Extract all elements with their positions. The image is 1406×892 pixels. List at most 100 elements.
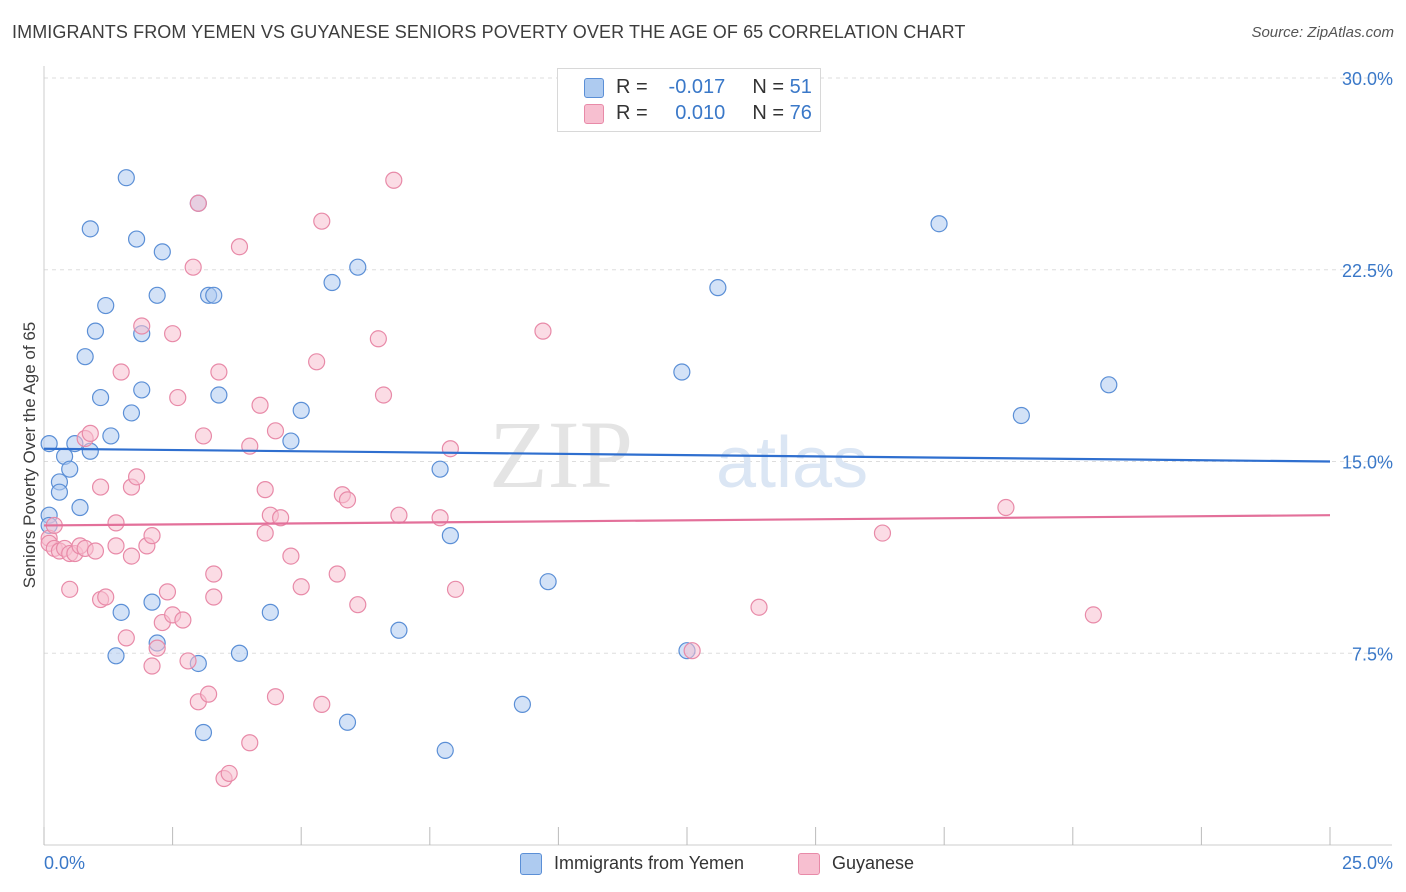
bottom-legend-label-yemen: Immigrants from Yemen (554, 853, 745, 873)
point-guyanese (133, 317, 151, 335)
point-yemen (148, 286, 166, 304)
point-yemen (61, 460, 79, 478)
point-guyanese (174, 611, 192, 629)
point-yemen (1012, 406, 1030, 425)
legend-swatch-yemen (584, 78, 604, 98)
y-tick-label: 15.0% (1342, 453, 1393, 473)
point-guyanese (179, 652, 197, 670)
bottom-legend-swatch-yemen (520, 853, 542, 875)
point-yemen (86, 322, 105, 340)
point-guyanese (328, 565, 346, 583)
point-guyanese (256, 524, 274, 542)
legend-n-label: N = (752, 102, 785, 124)
bottom-legend-label-guyanese: Guyanese (832, 853, 915, 873)
point-guyanese (61, 580, 79, 598)
point-yemen (673, 363, 691, 381)
point-yemen (112, 603, 130, 621)
point-guyanese (349, 596, 367, 614)
point-guyanese (313, 212, 331, 230)
point-guyanese (873, 524, 892, 542)
point-guyanese (143, 657, 161, 675)
point-yemen (390, 621, 408, 639)
point-yemen (76, 348, 94, 366)
trend-lines (43, 447, 1331, 527)
point-yemen (91, 388, 110, 407)
legend-n-value-yemen: 51 (789, 76, 812, 98)
point-guyanese (750, 598, 768, 616)
bottom-legend-swatch-guyanese (798, 853, 820, 875)
point-guyanese (205, 565, 223, 583)
legend-r-value-yemen: -0.017 (668, 76, 726, 98)
point-guyanese (272, 509, 290, 527)
point-guyanese (117, 629, 135, 647)
point-yemen (97, 296, 115, 315)
point-guyanese (205, 588, 223, 606)
point-guyanese (256, 481, 274, 499)
point-guyanese (194, 427, 213, 445)
point-guyanese (385, 171, 403, 189)
point-guyanese (683, 642, 701, 660)
point-yemen (230, 644, 249, 662)
point-guyanese (534, 322, 552, 340)
point-guyanese (91, 478, 110, 496)
point-guyanese (266, 422, 285, 440)
legend-r-label: R = (616, 102, 648, 124)
point-guyanese (107, 514, 125, 532)
point-guyanese (313, 695, 331, 713)
point-guyanese (169, 388, 187, 407)
point-guyanese (200, 685, 218, 703)
point-guyanese (164, 325, 182, 343)
point-guyanese (390, 506, 408, 524)
point-guyanese (81, 424, 99, 442)
point-yemen (436, 741, 454, 760)
point-guyanese (241, 734, 259, 752)
point-yemen (81, 220, 99, 238)
legend-n-label: N = (752, 76, 785, 98)
point-yemen (292, 401, 310, 419)
point-yemen (143, 593, 161, 611)
point-yemen (117, 169, 135, 187)
point-guyanese (292, 578, 310, 596)
point-guyanese (158, 583, 177, 601)
point-guyanese (122, 547, 141, 565)
source-credit: Source: ZipAtlas.com (1251, 24, 1394, 41)
point-yemen (127, 230, 146, 248)
point-yemen (441, 527, 459, 545)
point-guyanese (143, 527, 161, 545)
point-guyanese (127, 468, 146, 486)
point-guyanese (220, 764, 238, 783)
legend-r-label: R = (616, 76, 648, 98)
point-guyanese (308, 353, 326, 371)
point-guyanese (441, 440, 459, 458)
point-guyanese (251, 396, 269, 414)
point-guyanese (107, 537, 125, 555)
point-yemen (539, 573, 557, 591)
point-guyanese (112, 363, 130, 381)
point-yemen (107, 647, 125, 665)
axes (43, 66, 1392, 846)
x-tick-label-min: 0.0% (44, 853, 85, 873)
point-yemen (40, 435, 58, 453)
point-guyanese (338, 491, 357, 509)
legend-n-value-guyanese: 76 (789, 102, 812, 124)
point-yemen (122, 404, 141, 422)
point-guyanese (184, 258, 202, 276)
point-guyanese (266, 688, 285, 706)
grid-lines (44, 77, 1392, 654)
point-yemen (282, 432, 300, 450)
point-yemen (133, 381, 151, 399)
point-yemen (194, 723, 213, 742)
y-tick-label: 7.5% (1352, 644, 1393, 664)
watermark-atlas: atlas (716, 423, 868, 503)
point-yemen (153, 243, 171, 261)
point-guyanese (997, 498, 1015, 517)
data-points (40, 169, 1118, 788)
point-guyanese (369, 330, 387, 348)
point-yemen (210, 386, 228, 404)
point-guyanese (97, 588, 115, 606)
point-yemen (50, 483, 69, 501)
point-yemen (338, 713, 357, 731)
point-guyanese (374, 386, 393, 404)
point-yemen (102, 427, 120, 445)
point-guyanese (446, 580, 465, 598)
